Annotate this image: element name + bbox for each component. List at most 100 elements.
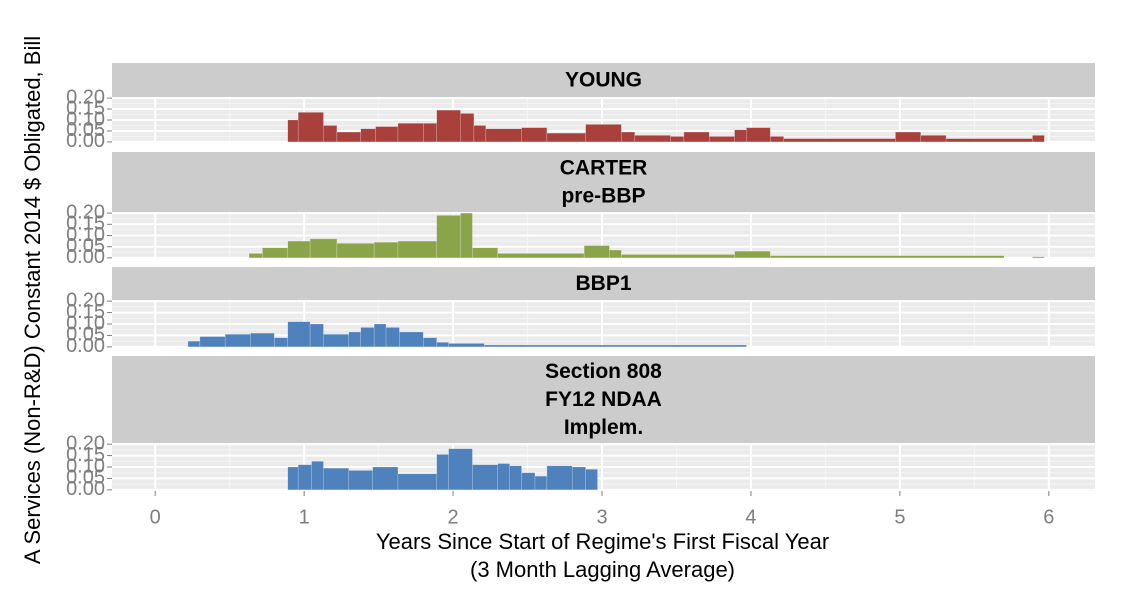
- bar: [287, 240, 311, 259]
- bar: [509, 465, 522, 491]
- facet-title: Implem.: [564, 416, 643, 439]
- y-tick-label: 0.05: [66, 467, 105, 489]
- bar: [375, 126, 399, 143]
- y-tick-label: 0.00: [66, 130, 105, 152]
- y-tick-label: 0.20: [66, 86, 105, 108]
- facet-strip: [112, 63, 1095, 97]
- y-tick-label: 0.20: [66, 289, 105, 311]
- y-tick-label: 0.05: [66, 119, 105, 141]
- bar: [920, 135, 947, 143]
- bar: [348, 470, 373, 491]
- bar: [274, 337, 288, 348]
- bar: [585, 469, 598, 491]
- bar: [323, 334, 350, 348]
- bar: [670, 136, 685, 143]
- y-tick-label: 0.15: [66, 444, 105, 466]
- bar: [399, 331, 424, 348]
- bar: [448, 448, 473, 491]
- y-tick-label: 0.10: [66, 312, 105, 334]
- bar: [297, 112, 324, 143]
- x-tick-label: 4: [745, 506, 756, 528]
- bar: [497, 463, 510, 491]
- bar: [460, 212, 473, 259]
- x-tick-label: 0: [150, 506, 161, 528]
- bar: [224, 334, 251, 348]
- bar: [360, 128, 376, 143]
- bar: [634, 135, 671, 143]
- facet-title: CARTER: [560, 157, 648, 180]
- bar: [585, 124, 622, 143]
- y-tick-label: 0.00: [66, 246, 105, 268]
- x-tick-label: 2: [448, 506, 459, 528]
- bar: [746, 127, 771, 143]
- bar: [199, 336, 226, 348]
- bar: [534, 475, 548, 491]
- y-tick-label: 0.15: [66, 301, 105, 323]
- x-tick-label: 6: [1043, 506, 1054, 528]
- bar: [336, 243, 375, 259]
- bar: [436, 454, 449, 491]
- bar: [546, 465, 573, 491]
- y-tick-label: 0.05: [66, 324, 105, 346]
- y-tick-label: 0.00: [66, 335, 105, 357]
- bar: [373, 323, 387, 348]
- facet-title: pre-BBP: [561, 185, 645, 208]
- bar: [397, 123, 424, 143]
- bar: [309, 323, 324, 348]
- bar: [521, 127, 548, 143]
- bar: [436, 109, 461, 143]
- facet-title: YOUNG: [565, 69, 642, 92]
- bar: [436, 215, 461, 259]
- bar: [571, 466, 586, 491]
- bar: [311, 461, 324, 491]
- bar: [473, 125, 487, 143]
- bar: [385, 327, 400, 348]
- y-tick-label: 0.10: [66, 224, 105, 246]
- bar: [770, 136, 784, 143]
- bar: [472, 464, 499, 491]
- bar: [262, 247, 288, 259]
- bar: [497, 253, 585, 259]
- y-tick-label: 0.20: [66, 201, 105, 223]
- bar: [621, 131, 636, 143]
- facet-strip: [112, 267, 1095, 300]
- bar: [348, 331, 361, 348]
- bar: [323, 467, 350, 491]
- bar: [250, 332, 275, 348]
- bar: [484, 344, 747, 348]
- facet-title: BBP1: [575, 272, 631, 295]
- facet-title: FY12 NDAA: [545, 388, 662, 411]
- bar: [323, 125, 338, 143]
- y-axis-title: A Services (Non-R&D) Constant 2014 $ Obl…: [20, 36, 45, 564]
- bar: [248, 253, 263, 259]
- bar: [187, 340, 201, 348]
- bar: [372, 466, 399, 491]
- bar: [309, 238, 338, 259]
- y-tick-label: 0.05: [66, 235, 105, 257]
- y-tick-label: 0.10: [66, 455, 105, 477]
- x-axis-title: (3 Month Lagging Average): [470, 557, 735, 582]
- bar: [423, 337, 437, 348]
- bar: [734, 250, 771, 259]
- bar: [770, 255, 1005, 259]
- bar: [1032, 256, 1045, 259]
- bar: [734, 129, 747, 143]
- bar: [609, 249, 622, 259]
- y-tick-label: 0.15: [66, 213, 105, 235]
- bar: [297, 464, 312, 491]
- y-tick-label: 0.20: [66, 432, 105, 454]
- bar: [583, 245, 610, 259]
- bar: [287, 466, 299, 491]
- bar: [360, 327, 375, 348]
- x-tick-label: 1: [299, 506, 310, 528]
- bar: [423, 123, 437, 143]
- facet-title: Section 808: [545, 360, 662, 383]
- facet-strip: [112, 152, 1095, 212]
- bar: [472, 247, 499, 259]
- bar: [448, 343, 485, 348]
- x-tick-label: 5: [894, 506, 905, 528]
- bar: [546, 132, 586, 143]
- bar: [373, 241, 399, 259]
